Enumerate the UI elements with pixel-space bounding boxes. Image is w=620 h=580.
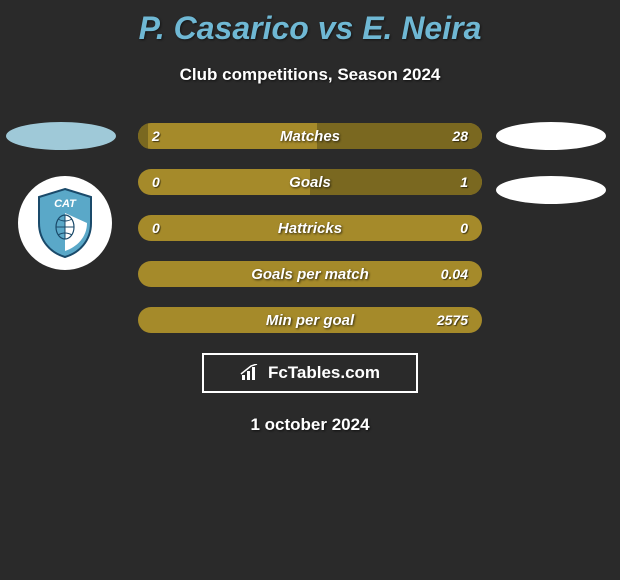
stat-right-value: 0.04: [441, 266, 468, 282]
stat-label: Matches: [138, 128, 482, 145]
chart-icon: [240, 364, 262, 382]
stat-row-goals-per-match: Goals per match 0.04: [138, 261, 482, 287]
stats-container: 2 Matches 28 0 Goals 1 0 Hattricks 0 Goa…: [0, 123, 620, 333]
stat-right-value: 0: [460, 220, 468, 236]
stat-right-value: 1: [460, 174, 468, 190]
brand-link[interactable]: FcTables.com: [202, 353, 418, 393]
stat-row-matches: 2 Matches 28: [138, 123, 482, 149]
stat-label: Hattricks: [138, 220, 482, 237]
stat-row-goals: 0 Goals 1: [138, 169, 482, 195]
stat-row-min-per-goal: Min per goal 2575: [138, 307, 482, 333]
stat-right-value: 28: [452, 128, 468, 144]
comparison-subtitle: Club competitions, Season 2024: [0, 65, 620, 85]
comparison-title: P. Casarico vs E. Neira: [0, 0, 620, 47]
brand-text: FcTables.com: [268, 363, 380, 383]
date-text: 1 october 2024: [0, 415, 620, 435]
stat-label: Min per goal: [138, 312, 482, 329]
stat-label: Goals: [138, 174, 482, 191]
stat-right-value: 2575: [437, 312, 468, 328]
stat-row-hattricks: 0 Hattricks 0: [138, 215, 482, 241]
stat-label: Goals per match: [138, 266, 482, 283]
